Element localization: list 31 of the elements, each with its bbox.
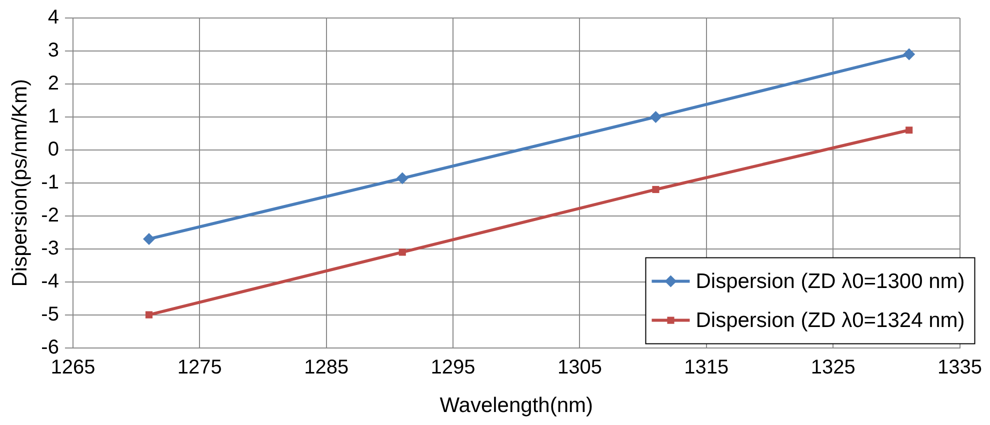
y-tick-label: 3 (48, 39, 59, 62)
legend-label: Dispersion (ZD λ0=1300 nm) (696, 270, 965, 294)
y-tick-label: 1 (48, 105, 59, 128)
x-tick-label: 1315 (684, 356, 729, 378)
x-tick-label: 1305 (557, 356, 602, 378)
y-tick-label: -4 (41, 270, 59, 292)
y-tick-label: -2 (41, 204, 59, 226)
y-tick-label: -3 (41, 237, 59, 260)
x-tick-label: 1275 (177, 356, 222, 378)
point (903, 48, 916, 60)
y-axis-title: Dispersion(ps/nm/Km) (8, 79, 32, 287)
y-tick-label: 0 (48, 138, 59, 160)
x-tick-label: 1265 (50, 356, 96, 378)
y-tick-label: -1 (41, 171, 59, 194)
x-axis-title: Wavelength(nm) (440, 394, 594, 418)
point (145, 311, 153, 318)
x-tick-label: 1325 (810, 356, 856, 378)
x-tick-label: 1285 (304, 356, 349, 378)
point (142, 232, 155, 245)
y-tick-label: 2 (48, 72, 59, 94)
point (396, 172, 408, 184)
point (652, 186, 660, 194)
point (650, 110, 662, 123)
legend-label: Dispersion (ZD λ0=1324 nm) (696, 309, 965, 332)
x-tick-label: 1335 (938, 356, 982, 378)
x-tick-label: 1295 (430, 356, 476, 378)
point (906, 126, 913, 134)
y-tick-label: 4 (48, 6, 59, 29)
y-tick-label: -5 (41, 303, 59, 326)
y-tick-label: -6 (41, 336, 59, 358)
point (398, 248, 406, 256)
